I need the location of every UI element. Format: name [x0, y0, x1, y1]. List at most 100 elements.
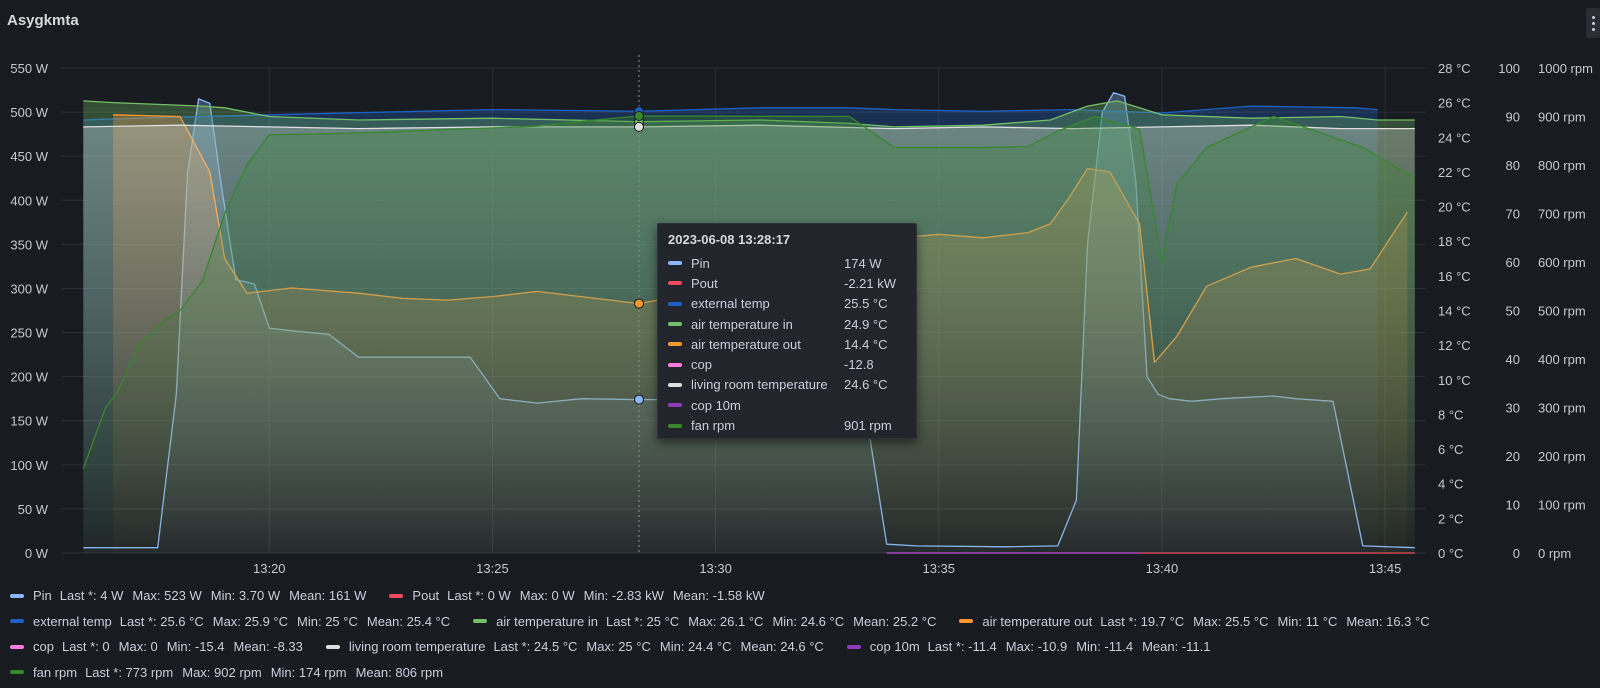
y-tick-label: 90: [1506, 110, 1520, 125]
y-tick-label: 6 °C: [1438, 442, 1463, 457]
tooltip-row: external temp 25.5 °C: [668, 294, 906, 314]
series-color-swatch: [473, 619, 488, 624]
tooltip-row: air temperature in 24.9 °C: [668, 314, 906, 334]
y-tick-label: 550 W: [10, 61, 48, 76]
legend-last: Last *: 25.6 °C: [119, 613, 204, 629]
legend: Pin Last *: 4 W Max: 523 W Min: 3.70 W Mean:…: [10, 583, 1590, 685]
legend-item-fan-rpm[interactable]: fan rpm Last *: 773 rpm Max: 902 rpm Min: 1…: [10, 665, 452, 680]
legend-mean: Mean: -8.33: [233, 639, 303, 655]
y-tick-label: 700 rpm: [1538, 207, 1586, 222]
hover-marker-air-temperature-out: [633, 298, 644, 309]
tooltip-row: cop 10m: [668, 395, 906, 415]
y-tick-label: 8 °C: [1438, 407, 1463, 422]
tooltip-series-value: 25.5 °C: [844, 296, 888, 312]
y-tick-label: 80: [1506, 158, 1520, 173]
x-tick-label: 13:20: [253, 561, 286, 576]
legend-item-air-temperature-in[interactable]: air temperature in Last *: 25 °C Max: 26.1…: [473, 614, 945, 629]
y-tick-label: 200 W: [10, 370, 48, 385]
legend-last: Last *: 25 °C: [606, 613, 680, 629]
legend-item-air-temperature-out[interactable]: air temperature out Last *: 19.7 °C Max: 2…: [959, 614, 1438, 629]
y-tick-label: 0: [1513, 546, 1520, 561]
legend-mean: Mean: 25.2 °C: [853, 613, 937, 629]
tooltip-row: air temperature out 14.4 °C: [668, 334, 906, 354]
series-color-swatch: [846, 644, 861, 649]
tooltip-series-name: cop 10m: [691, 397, 741, 413]
y-tick-label: 10: [1506, 498, 1520, 513]
legend-item-cop-10m[interactable]: cop 10m Last *: -11.4 Max: -10.9 Min: -11.4…: [846, 639, 1220, 655]
legend-name: external temp: [33, 613, 112, 629]
series-line-external-temp: [83, 105, 1378, 121]
legend-item-Pin[interactable]: Pin Last *: 4 W Max: 523 W Min: 3.70 W Mean:…: [10, 588, 375, 603]
y-tick-label: 26 °C: [1438, 96, 1471, 111]
y-tick-label: 50: [1506, 304, 1520, 319]
y-tick-label: 20: [1506, 449, 1520, 464]
y-tick-label: 500 rpm: [1538, 304, 1586, 319]
y-tick-label: 200 rpm: [1538, 449, 1586, 464]
panel-menu-icon[interactable]: [1586, 8, 1600, 38]
y-tick-label: 30: [1506, 401, 1520, 416]
legend-last: Last *: 4 W: [59, 588, 124, 604]
legend-mean: Mean: -1.58 kW: [672, 588, 765, 604]
y-axis-temperature: 0 °C 2 °C 4 °C 6 °C 8 °C 10 °C 12 °C 14 °C 16 °C…: [1438, 61, 1471, 561]
y-tick-label: 24 °C: [1438, 130, 1471, 145]
y-tick-label: 300 rpm: [1538, 401, 1586, 416]
series-color-swatch: [668, 342, 682, 347]
legend-mean: Mean: 24.6 °C: [740, 639, 824, 655]
tooltip-row: living room temperature 24.6 °C: [668, 375, 906, 395]
legend-row: Pin Last *: 4 W Max: 523 W Min: 3.70 W Mean:…: [10, 583, 1590, 609]
legend-item-living-room-temperature[interactable]: living room temperature Last *: 24.5 °C Ma…: [325, 639, 833, 655]
legend-min: Min: 11 °C: [1277, 613, 1338, 629]
y-tick-label: 1000 rpm: [1538, 61, 1593, 76]
legend-row: external temp Last *: 25.6 °C Max: 25.9 °C…: [10, 609, 1590, 635]
series-color-swatch: [668, 301, 682, 306]
series-color-swatch: [668, 261, 682, 266]
legend-name: Pin: [33, 588, 52, 604]
legend-item-cop[interactable]: cop Last *: 0 Max: 0 Min: -15.4 Mean: -8.33: [10, 639, 312, 654]
legend-min: Min: 24.4 °C: [659, 639, 732, 655]
y-tick-label: 16 °C: [1438, 269, 1471, 284]
legend-max: Max: 25.5 °C: [1193, 613, 1269, 629]
tooltip-row: fan rpm 901 rpm: [668, 415, 906, 435]
legend-item-Pout[interactable]: Pout Last *: 0 W Max: 0 W Min: -2.83 kW Mean…: [389, 588, 773, 603]
y-tick-label: 2 °C: [1438, 511, 1463, 526]
legend-item-external-temp[interactable]: external temp Last *: 25.6 °C Max: 25.9 °C…: [10, 614, 459, 629]
tooltip-series-value: -2.21 kW: [844, 275, 897, 291]
tooltip-series-value: 901 rpm: [844, 418, 892, 434]
legend-min: Min: 174 rpm: [270, 664, 347, 680]
tooltip-series-name: Pout: [691, 275, 718, 291]
tooltip-series-name: Pin: [691, 255, 710, 271]
x-axis: 13:20 13:25 13:30 13:35 13:40 13:45: [253, 561, 1401, 576]
legend-last: Last *: 0: [61, 639, 110, 655]
legend-min: Min: 24.6 °C: [772, 613, 845, 629]
hover-marker-Pin: [633, 394, 644, 405]
y-tick-label: 22 °C: [1438, 165, 1471, 180]
legend-max: Max: 26.1 °C: [688, 613, 764, 629]
legend-name: Pout: [412, 588, 440, 604]
y-tick-label: 500 W: [10, 105, 48, 120]
series-color-swatch: [668, 281, 682, 286]
tooltip-series-value: 24.9 °C: [844, 316, 888, 332]
tooltip-series-name: fan rpm: [691, 418, 736, 434]
series-color-swatch: [668, 382, 682, 387]
tooltip-time: 2023-06-08 13:28:17: [668, 232, 791, 247]
y-tick-label: 800 rpm: [1538, 158, 1586, 173]
legend-mean: Mean: -11.1: [1142, 639, 1211, 655]
hover-tooltip: 2023-06-08 13:28:17 Pin 174 W Pout -2.21 kW…: [657, 223, 917, 439]
hover-marker-living-room-temperature: [633, 121, 644, 132]
legend-max: Max: 902 rpm: [182, 664, 262, 680]
tooltip-row: Pin 174 W: [668, 253, 906, 273]
tooltip-series-value: -12.8: [844, 357, 874, 373]
legend-max: Max: 0: [118, 639, 158, 655]
legend-last: Last *: 24.5 °C: [493, 639, 578, 655]
y-tick-label: 100 rpm: [1538, 498, 1586, 513]
series-color-swatch: [668, 403, 682, 408]
y-axis-rpm: 0 rpm 100 rpm 200 rpm 300 rpm 400 rpm 500 rpm…: [1538, 61, 1593, 561]
x-tick-label: 13:25: [476, 561, 509, 576]
tooltip-series-name: cop: [691, 357, 712, 373]
legend-name: air temperature in: [496, 613, 599, 629]
y-tick-label: 250 W: [10, 326, 48, 341]
y-tick-label: 400 rpm: [1538, 352, 1586, 367]
y-tick-label: 400 W: [10, 193, 48, 208]
legend-min: Min: 25 °C: [297, 613, 358, 629]
legend-mean: Mean: 25.4 °C: [366, 613, 451, 629]
